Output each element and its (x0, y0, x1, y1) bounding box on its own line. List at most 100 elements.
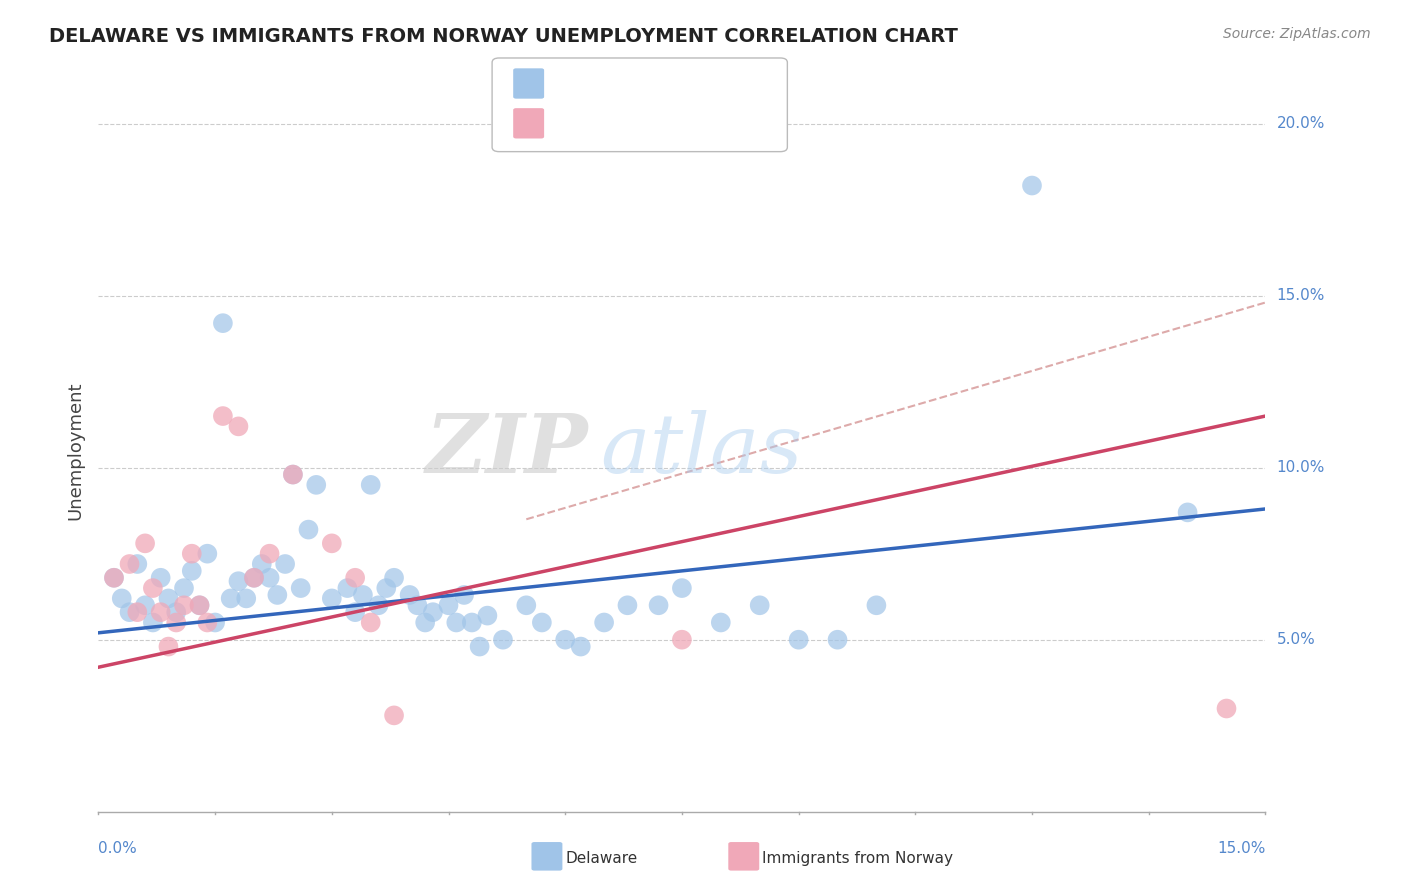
Point (188, 599, 211, 613)
Point (157, 591, 180, 606)
Text: 0.0%: 0.0% (98, 840, 138, 855)
Point (787, 632, 810, 647)
Point (228, 419, 250, 434)
Point (530, 615, 553, 630)
Point (103, 571, 125, 585)
Point (382, 708, 405, 723)
Text: atlas: atlas (600, 410, 803, 491)
Point (290, 581, 312, 595)
Point (118, 557, 141, 571)
Point (461, 615, 484, 630)
Point (142, 615, 165, 630)
Point (180, 547, 202, 561)
Point (398, 588, 420, 602)
Point (165, 605, 187, 619)
Point (616, 599, 638, 613)
Point (827, 632, 849, 647)
Point (127, 605, 149, 619)
Point (865, 599, 887, 613)
Point (360, 615, 382, 630)
Y-axis label: Unemployment: Unemployment (66, 381, 84, 520)
Point (515, 599, 537, 613)
Point (142, 581, 165, 595)
Text: R =: R = (555, 76, 591, 91)
Point (748, 599, 770, 613)
Point (321, 591, 343, 606)
Point (127, 557, 149, 571)
Point (281, 467, 304, 482)
Point (1215, 701, 1237, 715)
Text: R =: R = (555, 116, 591, 131)
Text: 5.0%: 5.0% (1277, 632, 1315, 648)
Point (149, 605, 172, 619)
Point (453, 588, 475, 602)
Point (352, 588, 374, 602)
Text: 0.155: 0.155 (595, 76, 641, 91)
Point (321, 536, 343, 550)
Point (204, 615, 226, 630)
Text: N =: N = (647, 76, 693, 91)
Point (259, 571, 281, 585)
Point (212, 316, 235, 330)
Point (103, 571, 125, 585)
Point (195, 615, 218, 630)
Point (134, 599, 156, 613)
Point (173, 599, 195, 613)
Point (382, 571, 405, 585)
Point (157, 640, 180, 654)
Text: 20.0%: 20.0% (1277, 116, 1324, 131)
Point (173, 581, 195, 595)
Point (413, 615, 436, 630)
Point (344, 571, 367, 585)
Point (477, 608, 499, 623)
Text: 15.0%: 15.0% (1277, 288, 1324, 303)
Point (1177, 505, 1199, 519)
Point (569, 640, 592, 654)
Text: Source: ZipAtlas.com: Source: ZipAtlas.com (1223, 27, 1371, 41)
Point (593, 615, 616, 630)
Point (647, 599, 669, 613)
Text: 15.0%: 15.0% (1218, 840, 1265, 855)
Point (367, 599, 389, 613)
Point (305, 478, 328, 492)
Point (671, 581, 693, 595)
Point (243, 571, 266, 585)
Point (235, 591, 257, 606)
Point (297, 523, 319, 537)
Point (212, 409, 235, 423)
Point (492, 632, 515, 647)
Point (188, 599, 211, 613)
Text: 10.0%: 10.0% (1277, 460, 1324, 475)
Point (134, 536, 156, 550)
Point (468, 640, 491, 654)
Point (360, 478, 382, 492)
Point (1021, 178, 1043, 193)
Text: N =: N = (647, 116, 693, 131)
Point (406, 599, 429, 613)
Point (111, 591, 134, 606)
Point (243, 571, 266, 585)
Point (422, 605, 444, 619)
Text: 23: 23 (689, 116, 709, 131)
Point (274, 557, 297, 571)
Text: Immigrants from Norway: Immigrants from Norway (762, 851, 953, 865)
Point (250, 557, 273, 571)
Point (554, 632, 576, 647)
Text: Delaware: Delaware (565, 851, 637, 865)
Point (671, 632, 693, 647)
Text: 0.368: 0.368 (595, 116, 640, 131)
Point (195, 547, 218, 561)
Point (165, 615, 187, 630)
Text: ZIP: ZIP (426, 410, 589, 491)
Point (446, 615, 468, 630)
Text: 60: 60 (689, 76, 709, 91)
Point (228, 574, 250, 589)
Point (259, 547, 281, 561)
Point (344, 605, 367, 619)
Point (266, 588, 288, 602)
Point (149, 571, 172, 585)
Point (281, 467, 304, 482)
Point (375, 581, 398, 595)
Point (219, 591, 242, 606)
Point (336, 581, 359, 595)
